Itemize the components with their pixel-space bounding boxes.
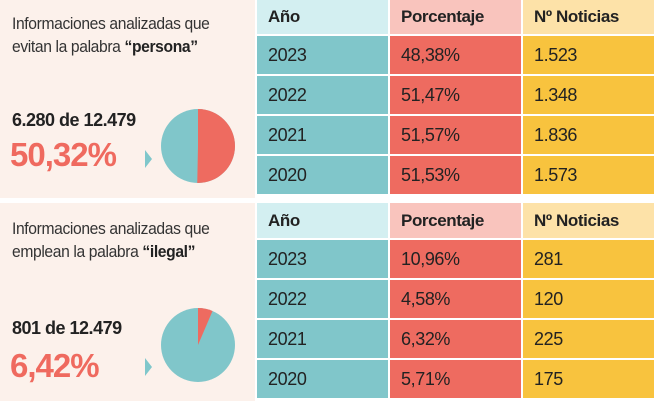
table-cell: 1.348	[523, 76, 654, 114]
title-keyword: “persona”	[124, 37, 198, 56]
table-cell: 6,32%	[390, 320, 521, 358]
table-row: 2020 51,53% 1.573	[257, 156, 654, 194]
data-table: Año Porcentaje Nº Noticias 2023 48,38% 1.523 2…	[257, 0, 654, 196]
table-cell: 1.836	[523, 116, 654, 154]
table-cell: 175	[523, 360, 654, 398]
table-cell: 2020	[257, 156, 388, 194]
table-cell: 2023	[257, 36, 388, 74]
column-header: Nº Noticias	[523, 0, 654, 34]
table-cell: 48,38%	[390, 36, 521, 74]
section-title: Informaciones analizadas que emplean la …	[12, 217, 236, 263]
table-cell: 51,53%	[390, 156, 521, 194]
pie-chart	[161, 109, 236, 183]
table-cell: 2022	[257, 280, 388, 318]
count-text: 6.280 de 12.479	[12, 110, 136, 130]
column-header: Nº Noticias	[523, 203, 654, 238]
section-1: Informaciones analizadas que evitan la p…	[0, 0, 654, 198]
column-header: Año	[257, 203, 388, 238]
summary-panel: Informaciones analizadas que emplean la …	[0, 203, 255, 401]
summary-panel: Informaciones analizadas que evitan la p…	[0, 0, 255, 198]
column-header: Año	[257, 0, 388, 34]
table-header: Año Porcentaje Nº Noticias	[257, 203, 654, 238]
data-table: Año Porcentaje Nº Noticias 2023 10,96% 281 202…	[257, 203, 654, 400]
table-cell: 10,96%	[390, 240, 521, 278]
table-row: 2023 10,96% 281	[257, 240, 654, 278]
section-2: Informaciones analizadas que emplean la …	[0, 203, 654, 401]
table-row: 2022 51,47% 1.348	[257, 76, 654, 114]
table-cell: 2023	[257, 240, 388, 278]
table-cell: 51,57%	[390, 116, 521, 154]
title-text: Informaciones analizadas que evitan la p…	[12, 14, 210, 56]
table-cell: 51,47%	[390, 76, 521, 114]
column-header: Porcentaje	[390, 203, 521, 238]
table-row: 2022 4,58% 120	[257, 280, 654, 318]
percent-text: 50,32%	[10, 136, 117, 173]
table-cell: 4,58%	[390, 280, 521, 318]
table-cell: 1.573	[523, 156, 654, 194]
table-row: 2023 48,38% 1.523	[257, 36, 654, 74]
table-cell: 5,71%	[390, 360, 521, 398]
table-cell: 2021	[257, 116, 388, 154]
table-cell: 2020	[257, 360, 388, 398]
table-row: 2020 5,71% 175	[257, 360, 654, 398]
table-cell: 2022	[257, 76, 388, 114]
column-header: Porcentaje	[390, 0, 521, 34]
table-header: Año Porcentaje Nº Noticias	[257, 0, 654, 34]
table-cell: 281	[523, 240, 654, 278]
table-cell: 225	[523, 320, 654, 358]
table-row: 2021 6,32% 225	[257, 320, 654, 358]
title-text: Informaciones analizadas que emplean la …	[12, 219, 210, 261]
section-title: Informaciones analizadas que evitan la p…	[12, 12, 236, 58]
table-row: 2021 51,57% 1.836	[257, 116, 654, 154]
title-keyword: “ilegal”	[142, 242, 196, 261]
arrow-icon	[145, 358, 152, 376]
table-cell: 120	[523, 280, 654, 318]
pie-slice-highlight	[198, 308, 213, 345]
pie-slice-highlight	[197, 109, 236, 183]
table-cell: 2021	[257, 320, 388, 358]
count-text: 801 de 12.479	[12, 318, 122, 338]
table-cell: 1.523	[523, 36, 654, 74]
pie-chart	[161, 308, 235, 382]
percent-text: 6,42%	[10, 347, 100, 384]
arrow-icon	[145, 150, 152, 168]
